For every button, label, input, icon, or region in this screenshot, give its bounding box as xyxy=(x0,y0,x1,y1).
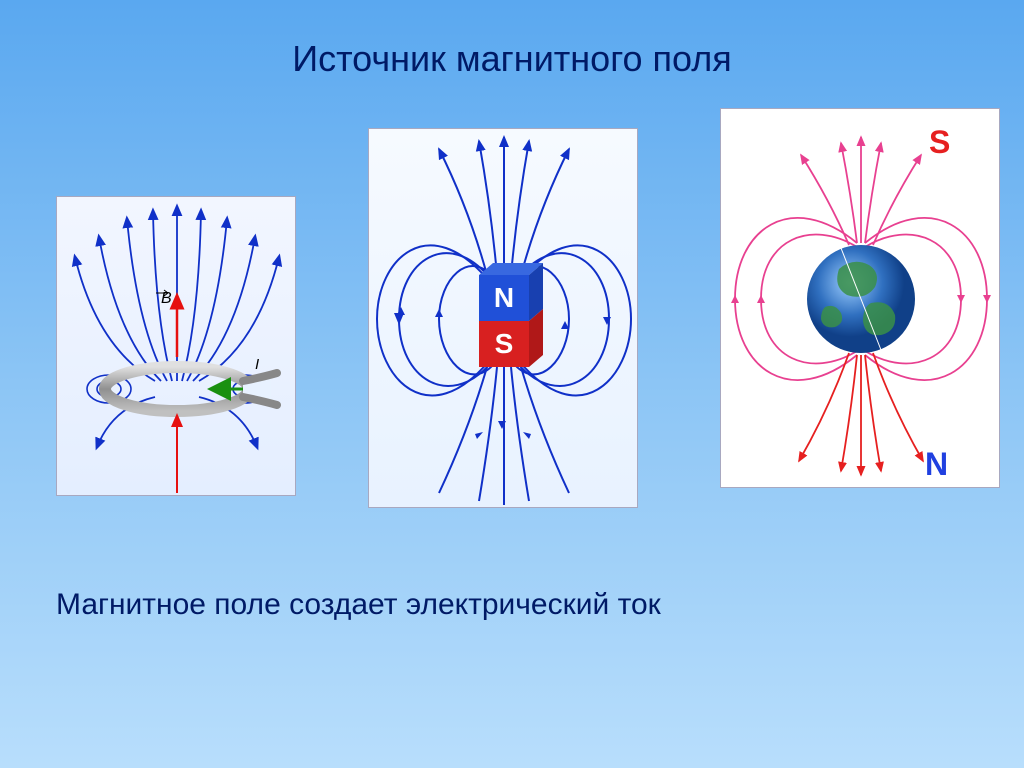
bar-s-label: S xyxy=(495,328,514,359)
page-subtitle: Магнитное поле создает электрический ток xyxy=(56,588,661,622)
loop-svg: B I xyxy=(57,197,297,497)
earth-n-label: N xyxy=(925,446,948,482)
bar-svg: N S xyxy=(369,129,639,509)
diagram-bar-magnet: N S xyxy=(368,128,638,508)
current-label: I xyxy=(255,356,259,373)
bar-n-label: N xyxy=(494,282,514,313)
page-title: Источник магнитного поля xyxy=(0,38,1024,80)
earth-s-label: S xyxy=(929,124,950,160)
earth-svg: S N xyxy=(721,109,1001,489)
diagram-current-loop: B I xyxy=(56,196,296,496)
diagram-earth-field: S N xyxy=(720,108,1000,488)
